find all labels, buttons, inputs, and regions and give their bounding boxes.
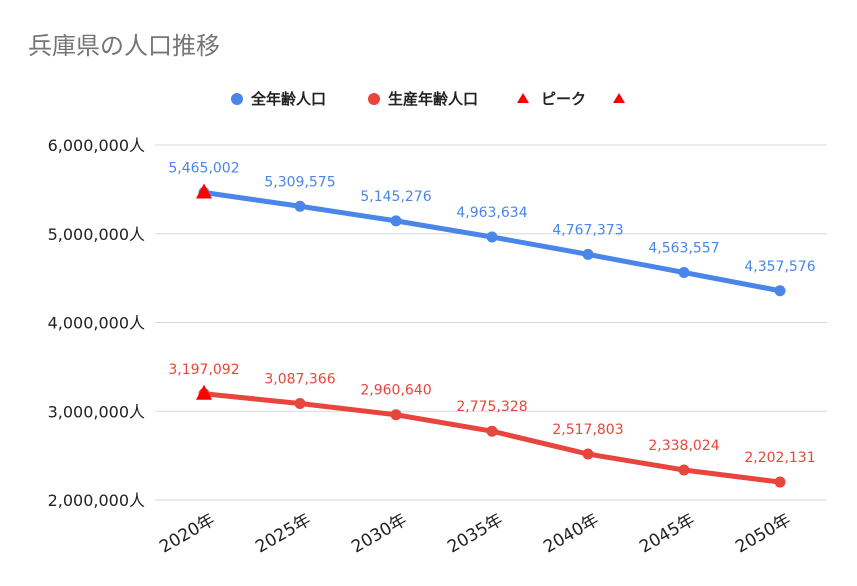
data-point (390, 409, 402, 421)
y-tick-label: 4,000,000人 (48, 314, 145, 333)
data-label: 3,197,092 (168, 362, 239, 378)
legend-marker-peak-extra (613, 93, 625, 103)
data-label: 5,465,002 (168, 160, 239, 176)
data-label: 4,963,634 (456, 205, 527, 221)
chart-title: 兵庫県の人口推移 (28, 32, 220, 60)
data-label: 2,202,131 (744, 450, 815, 466)
legend-label-peak: ピーク (541, 90, 586, 108)
legend-marker-working-age (368, 93, 380, 105)
x-tick-label: 2040年 (540, 510, 602, 557)
legend-marker-peak (517, 93, 529, 103)
y-tick-label: 6,000,000人 (48, 136, 145, 155)
data-point (582, 448, 594, 460)
peak-markers (196, 183, 212, 400)
gridlines (155, 144, 827, 501)
data-point (678, 464, 690, 476)
x-tick-label: 2050年 (732, 510, 794, 557)
data-point (486, 231, 498, 243)
legend-label-all-ages: 全年齢人口 (250, 90, 326, 108)
y-tick-label: 5,000,000人 (48, 225, 145, 244)
series (198, 186, 786, 488)
x-tick-label: 2025年 (252, 510, 314, 557)
x-axis-ticks: 2020年 2025年 2030年 2035年 2040年 2045年 2050年 (156, 510, 794, 557)
x-tick-label: 2020年 (156, 510, 218, 557)
data-point (774, 476, 786, 488)
data-label: 4,563,557 (648, 240, 719, 256)
data-point (774, 285, 786, 297)
data-point (486, 425, 498, 437)
data-label: 2,960,640 (360, 383, 431, 399)
peak-marker (196, 384, 212, 400)
data-point (678, 266, 690, 278)
data-label: 2,338,024 (648, 438, 719, 454)
data-point (390, 215, 402, 227)
legend-marker-all-ages (231, 93, 243, 105)
data-label: 4,357,576 (744, 259, 815, 275)
data-point (294, 397, 306, 409)
data-label: 4,767,373 (552, 222, 623, 238)
data-label: 2,775,328 (456, 399, 527, 415)
y-axis-ticks: 6,000,000人 5,000,000人 4,000,000人 3,000,000人… (48, 136, 145, 510)
legend: 全年齢人口 生産年齢人口 ピーク (231, 90, 625, 108)
data-point (582, 248, 594, 260)
legend-label-working-age: 生産年齢人口 (388, 90, 478, 108)
y-tick-label: 2,000,000人 (48, 491, 145, 510)
y-tick-label: 3,000,000人 (48, 402, 145, 421)
data-label: 2,517,803 (552, 422, 623, 438)
data-labels: 5,465,002 5,309,575 5,145,276 4,963,634 4,76… (168, 160, 815, 466)
data-point (294, 200, 306, 212)
x-tick-label: 2030年 (348, 510, 410, 557)
data-label: 3,087,366 (264, 371, 335, 387)
data-label: 5,145,276 (360, 189, 431, 205)
x-tick-label: 2035年 (444, 510, 506, 557)
peak-marker (196, 183, 212, 199)
data-label: 5,309,575 (264, 174, 335, 190)
x-tick-label: 2045年 (636, 510, 698, 557)
